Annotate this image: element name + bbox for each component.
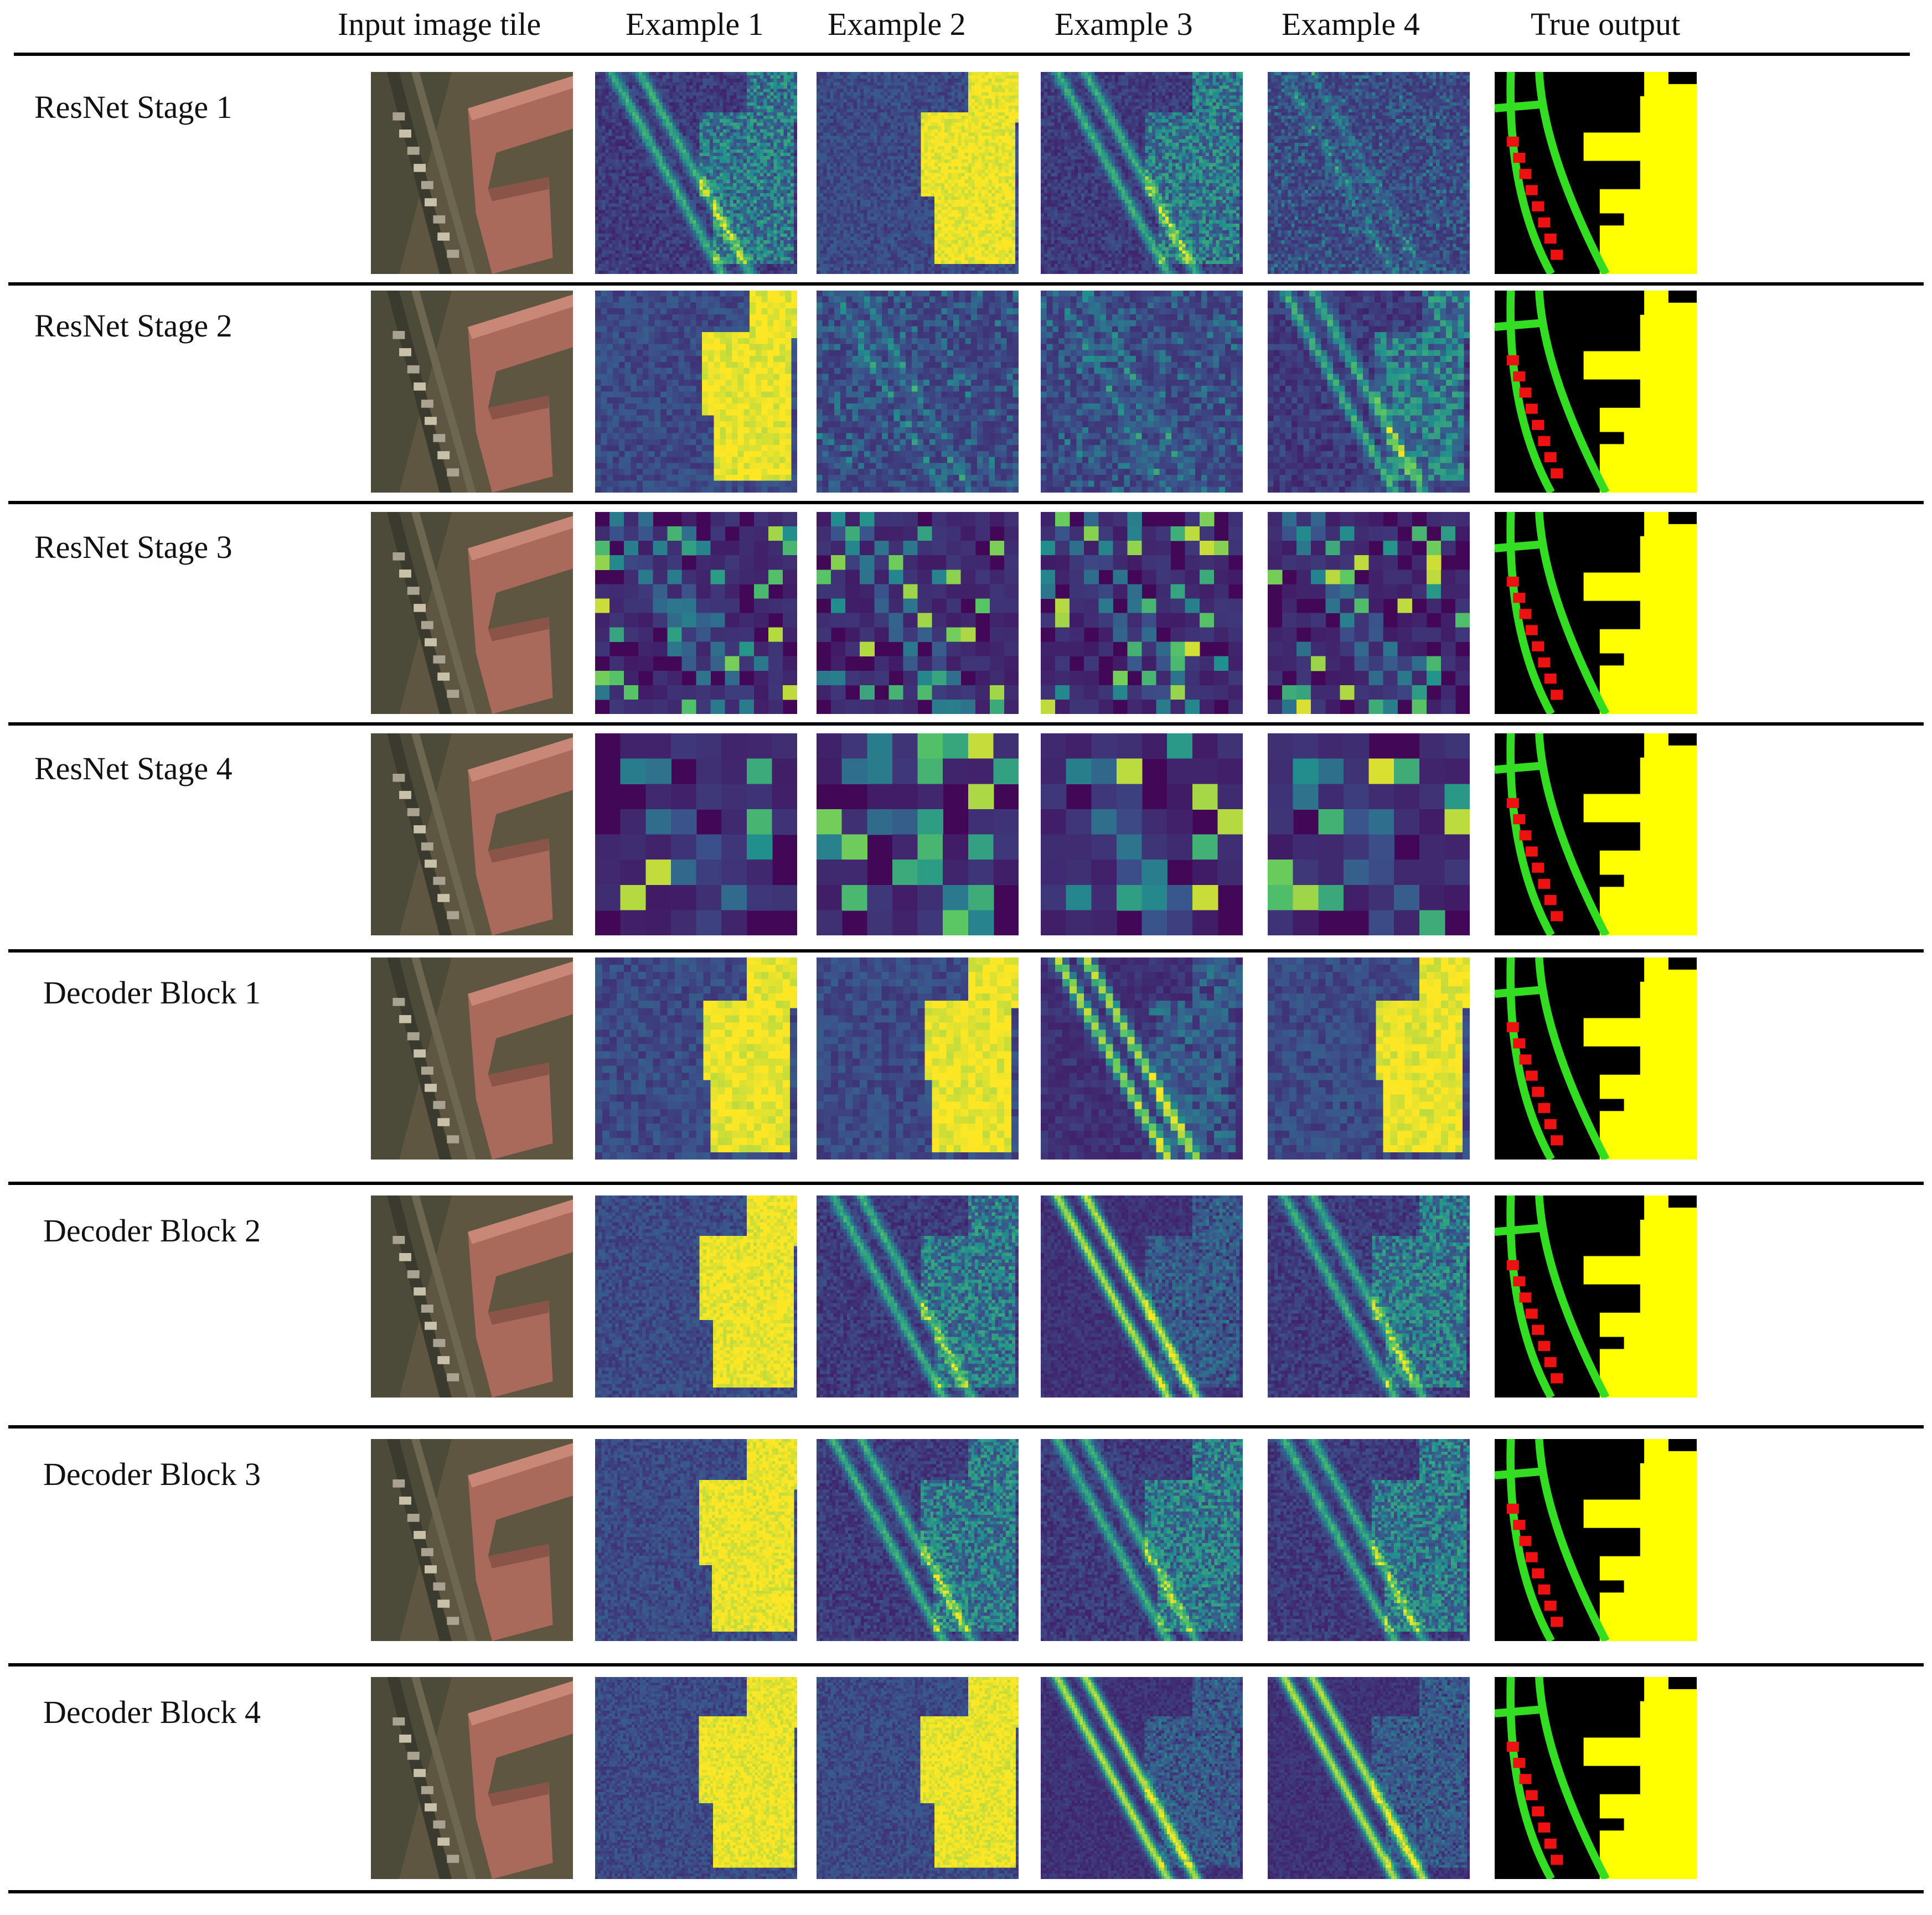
row-divider: [8, 949, 1924, 953]
row-label: ResNet Stage 4: [34, 750, 233, 787]
feature-map-example: [817, 291, 1019, 493]
true-output-mask: [1495, 1439, 1697, 1641]
feature-map-example: [1268, 733, 1470, 935]
feature-map-example: [1041, 1439, 1243, 1641]
row-divider: [8, 501, 1924, 504]
feature-map-example: [817, 733, 1019, 935]
true-output-mask: [1495, 291, 1697, 493]
true-output-mask: [1495, 512, 1697, 714]
feature-map-example: [1041, 733, 1243, 935]
row-divider: [8, 1425, 1924, 1429]
column-header: True output: [1531, 6, 1680, 43]
row-divider: [8, 1182, 1924, 1185]
feature-map-example: [1268, 958, 1470, 1160]
true-output-mask: [1495, 72, 1697, 274]
feature-map-example: [595, 1439, 797, 1641]
column-header: Example 1: [626, 6, 764, 43]
true-output-mask: [1495, 958, 1697, 1160]
feature-map-example: [817, 1439, 1019, 1641]
feature-map-example: [595, 1195, 797, 1398]
column-header: Input image tile: [338, 6, 541, 43]
true-output-mask: [1495, 1195, 1697, 1398]
column-header: Example 3: [1055, 6, 1193, 43]
feature-map-example: [1268, 1677, 1470, 1879]
feature-map-example: [1041, 72, 1243, 274]
row-divider: [8, 1890, 1924, 1893]
row-label: ResNet Stage 1: [34, 89, 233, 126]
feature-map-example: [1268, 1195, 1470, 1398]
feature-map-example: [1041, 512, 1243, 714]
feature-map-example: [817, 512, 1019, 714]
feature-map-example: [817, 958, 1019, 1160]
row-label: Decoder Block 1: [43, 974, 261, 1011]
feature-map-example: [595, 1677, 797, 1879]
row-divider: [8, 1663, 1924, 1666]
input-image-tile: [371, 1439, 573, 1641]
row-label: Decoder Block 3: [43, 1456, 261, 1493]
feature-map-example: [1041, 1195, 1243, 1398]
column-header: Example 4: [1282, 6, 1420, 43]
input-image-tile: [371, 733, 573, 935]
true-output-mask: [1495, 733, 1697, 935]
input-image-tile: [371, 512, 573, 714]
input-image-tile: [371, 958, 573, 1160]
input-image-tile: [371, 72, 573, 274]
feature-map-example: [1268, 72, 1470, 274]
row-label: Decoder Block 2: [43, 1212, 261, 1249]
row-label: Decoder Block 4: [43, 1694, 261, 1731]
feature-map-example: [1268, 1439, 1470, 1641]
feature-map-example: [1041, 958, 1243, 1160]
feature-map-example: [595, 512, 797, 714]
feature-map-example: [595, 72, 797, 274]
feature-map-example: [595, 733, 797, 935]
row-divider: [8, 282, 1924, 286]
feature-map-example: [595, 958, 797, 1160]
feature-map-example: [595, 291, 797, 493]
feature-map-example: [1268, 291, 1470, 493]
feature-map-example: [1041, 1677, 1243, 1879]
row-label: ResNet Stage 2: [34, 307, 233, 344]
input-image-tile: [371, 291, 573, 493]
input-image-tile: [371, 1195, 573, 1398]
feature-map-example: [817, 72, 1019, 274]
feature-map-example: [1041, 291, 1243, 493]
input-image-tile: [371, 1677, 573, 1879]
column-header: Example 2: [828, 6, 966, 43]
feature-map-example: [817, 1195, 1019, 1398]
row-label: ResNet Stage 3: [34, 529, 233, 566]
row-divider: [8, 722, 1924, 726]
feature-map-example: [1268, 512, 1470, 714]
row-divider: [14, 53, 1910, 56]
feature-map-example: [817, 1677, 1019, 1879]
true-output-mask: [1495, 1677, 1697, 1879]
